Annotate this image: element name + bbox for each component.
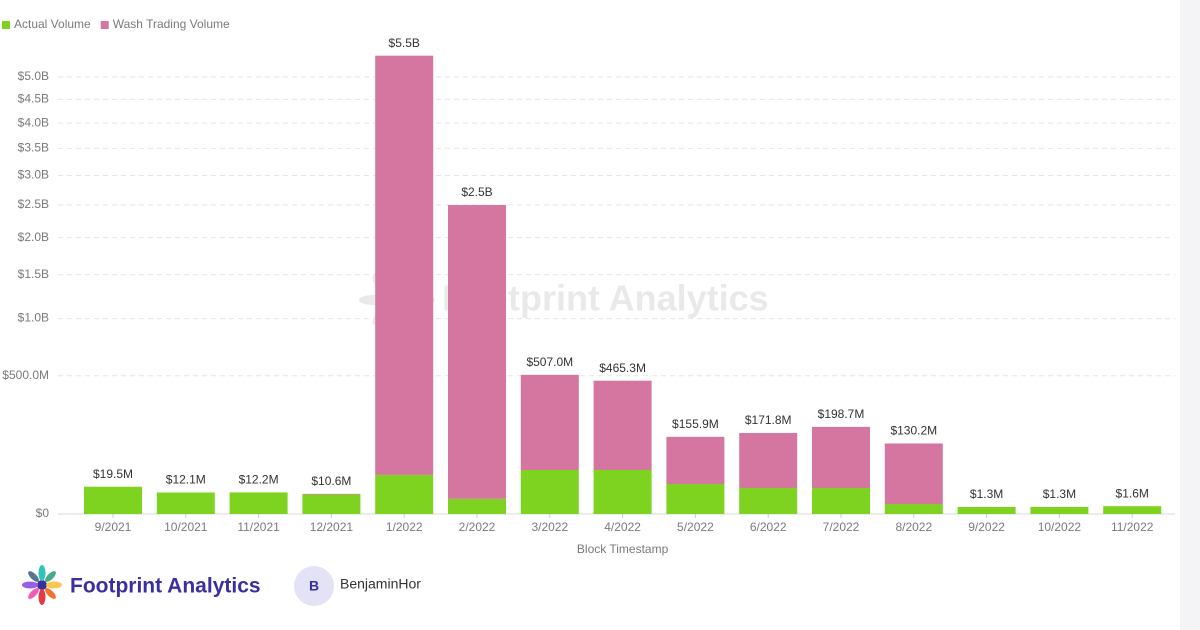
- total-label: $1.3M: [970, 487, 1003, 501]
- bar-segment: [520, 374, 579, 470]
- y-tick-label: $3.0B: [18, 168, 49, 182]
- total-label: $1.6M: [1116, 486, 1149, 500]
- bar-segment: [1030, 506, 1089, 514]
- x-tick-label: 1/2022: [386, 520, 423, 534]
- y-tick-label: $4.0B: [18, 115, 49, 129]
- y-tick-label: $0: [36, 506, 50, 520]
- bar-segment: [812, 487, 870, 514]
- x-tick-label: 9/2021: [95, 520, 132, 534]
- y-tick-label: $2.0B: [18, 230, 49, 244]
- legend-swatch: [2, 21, 10, 29]
- scroll-strip: [1180, 0, 1200, 630]
- bar-segment: [884, 443, 943, 505]
- bar-segment: [448, 205, 506, 499]
- avatar-initial: B: [309, 578, 319, 594]
- bar-segment: [884, 504, 943, 514]
- x-tick-label: 10/2022: [1038, 520, 1082, 534]
- bar-segment: [666, 436, 725, 484]
- x-tick-label: 4/2022: [604, 520, 641, 534]
- legend-label[interactable]: Actual Volume: [14, 17, 91, 31]
- x-tick-label: 5/2022: [677, 520, 714, 534]
- bar-segment: [375, 474, 434, 514]
- total-label: $19.5M: [93, 467, 133, 481]
- total-label: $12.1M: [166, 473, 206, 487]
- total-label: $1.3M: [1043, 487, 1076, 501]
- bar-segment: [593, 469, 652, 514]
- total-label: $130.2M: [890, 424, 937, 438]
- y-tick-label: $4.5B: [18, 92, 49, 106]
- bar-segment: [812, 426, 870, 488]
- bar-segment: [739, 487, 798, 514]
- total-label: $12.2M: [239, 473, 279, 487]
- x-tick-label: 3/2022: [531, 520, 568, 534]
- x-tick-label: 10/2021: [164, 520, 208, 534]
- brand-logo: [22, 565, 62, 605]
- total-label: $2.5B: [461, 185, 492, 199]
- x-tick-label: 2/2022: [459, 520, 496, 534]
- total-label: $155.9M: [672, 417, 719, 431]
- bar-segment: [84, 486, 142, 514]
- brand-name: Footprint Analytics: [70, 575, 261, 598]
- bar-segment: [375, 55, 434, 475]
- total-label: $507.0M: [526, 355, 573, 369]
- bar-segment: [593, 380, 652, 470]
- total-label: $465.3M: [599, 361, 646, 375]
- y-tick-label: $3.5B: [18, 141, 49, 155]
- x-tick-label: 8/2022: [895, 520, 932, 534]
- bar-segment: [302, 494, 361, 514]
- x-tick-label: 11/2022: [1111, 520, 1154, 534]
- y-tick-label: $1.5B: [18, 267, 49, 281]
- bar-segment: [448, 498, 506, 514]
- total-label: $198.7M: [818, 407, 865, 421]
- legend-swatch: [100, 21, 109, 29]
- legend-label[interactable]: Wash Trading Volume: [113, 17, 230, 31]
- x-axis-title: Block Timestamp: [577, 542, 669, 556]
- bar-segment: [1103, 506, 1162, 514]
- x-tick-label: 6/2022: [750, 520, 787, 534]
- bar-segment: [302, 493, 361, 495]
- bar-segment: [739, 432, 798, 488]
- avatar: [294, 566, 334, 606]
- bar-segment: [957, 506, 1016, 514]
- y-tick-label: $5.0B: [18, 69, 49, 83]
- x-tick-label: 7/2022: [823, 520, 860, 534]
- x-tick-label: 12/2021: [310, 520, 354, 534]
- footer: Footprint Analytics B BenjaminHor: [22, 565, 421, 606]
- total-label: $171.8M: [745, 413, 792, 427]
- bar-segment: [156, 492, 215, 514]
- total-label: $5.5B: [389, 36, 420, 50]
- y-tick-label: $500.0M: [2, 368, 49, 382]
- bar-segment: [666, 483, 725, 514]
- y-tick-label: $2.5B: [18, 197, 49, 211]
- x-tick-label: 9/2022: [968, 520, 1005, 534]
- x-tick-label: 11/2021: [237, 520, 280, 534]
- user-name[interactable]: BenjaminHor: [340, 576, 421, 592]
- bar-segment: [229, 492, 288, 514]
- bar-segment: [520, 469, 579, 514]
- total-label: $10.6M: [311, 474, 351, 488]
- y-tick-label: $1.0B: [18, 311, 49, 325]
